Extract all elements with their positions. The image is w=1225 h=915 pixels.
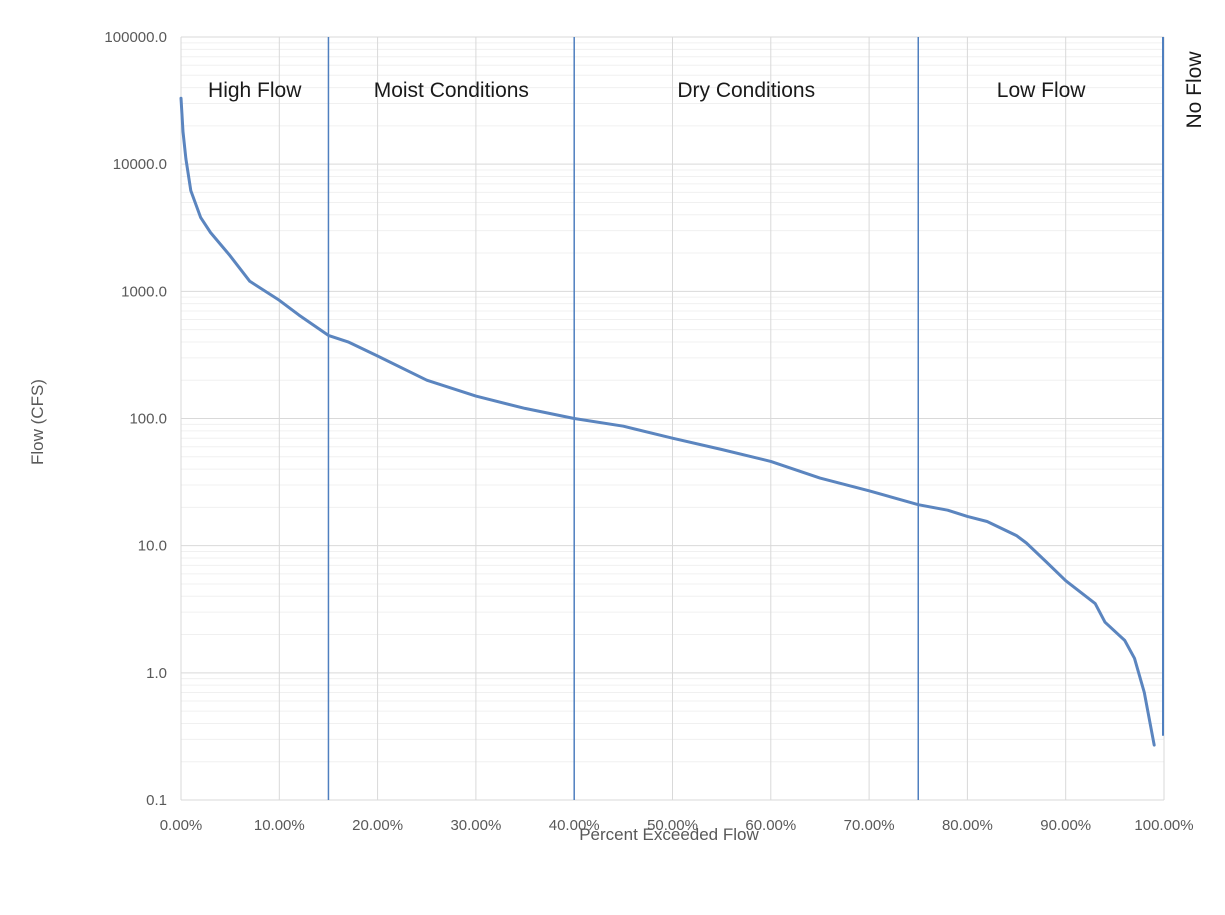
x-tick-label: 0.00% — [160, 817, 203, 834]
x-tick-label: 80.00% — [942, 817, 993, 834]
x-tick-label: 20.00% — [352, 817, 403, 834]
x-tick-label: 90.00% — [1040, 817, 1091, 834]
region-label: Moist Conditions — [374, 79, 529, 102]
region-label: Dry Conditions — [677, 79, 815, 102]
x-tick-label: 70.00% — [844, 817, 895, 834]
region-label: Low Flow — [997, 79, 1087, 102]
x-tick-label: 10.00% — [254, 817, 305, 834]
x-axis-title: Percent Exceeded Flow — [579, 825, 759, 844]
y-tick-label: 100000.0 — [104, 29, 167, 46]
no-flow-label: No Flow — [1183, 51, 1206, 129]
y-tick-label: 1.0 — [146, 665, 167, 682]
label-layer: 0.00% 10.00% 20.00% 30.00% 40.00% 50.00% 60.00… — [104, 29, 1206, 834]
x-tick-label: 100.00% — [1134, 817, 1193, 834]
series-layer — [181, 98, 1154, 745]
y-tick-label: 10.0 — [138, 538, 167, 555]
y-tick-label: 1000.0 — [121, 283, 167, 300]
x-tick-label: 30.00% — [450, 817, 501, 834]
region-label: High Flow — [208, 79, 302, 102]
y-tick-label: 10000.0 — [113, 156, 167, 173]
y-axis-title: Flow (CFS) — [28, 379, 47, 465]
y-tick-label: 0.1 — [146, 792, 167, 809]
flow-duration-curve — [181, 98, 1154, 745]
y-tick-label: 100.0 — [129, 411, 167, 428]
